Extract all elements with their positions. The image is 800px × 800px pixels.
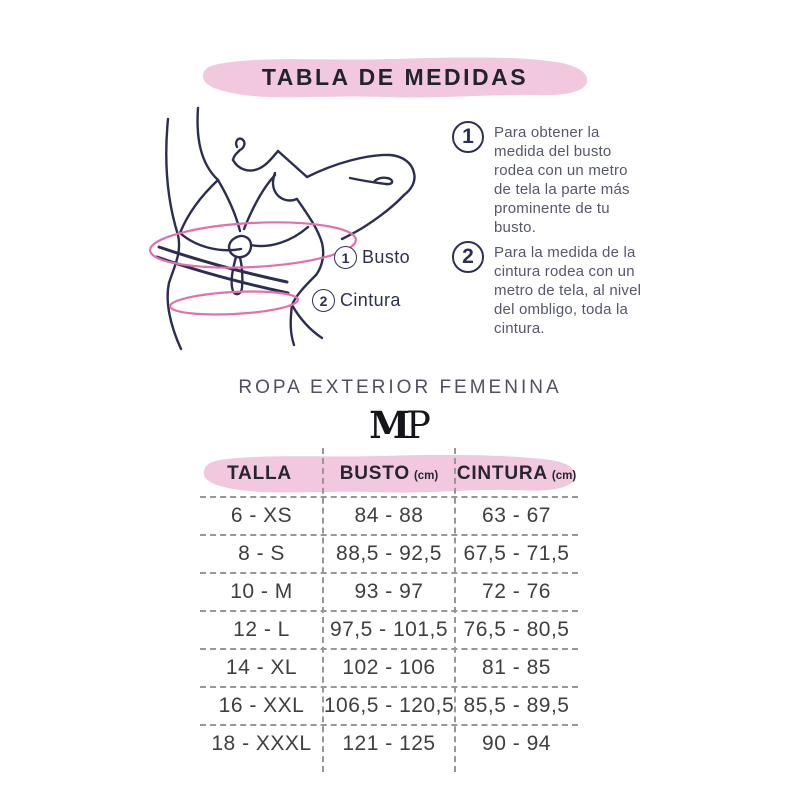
cell-cintura: 76,5 - 80,5 <box>463 618 570 641</box>
table-row: 6 - XS 84 - 88 63 - 67 <box>200 496 578 534</box>
busto-callout: 1 Busto <box>334 246 410 269</box>
cell-cintura: 63 - 67 <box>482 504 551 527</box>
cell-cintura: 81 - 85 <box>482 656 551 679</box>
table-row: 8 - S 88,5 - 92,5 67,5 - 71,5 <box>200 534 578 572</box>
busto-number-badge: 1 <box>334 246 357 269</box>
size-table: TALLA BUSTO (cm) CINTURA (cm) 6 - XS 84 - … <box>200 448 578 772</box>
cell-busto: 121 - 125 <box>342 732 436 755</box>
cell-talla: 14 - XL <box>225 656 298 679</box>
cintura-label: Cintura <box>340 290 401 310</box>
cintura-number-badge: 2 <box>312 289 335 312</box>
cell-busto: 84 - 88 <box>354 504 424 527</box>
step-2-text: Para la medida de la cintura rodea con u… <box>494 244 642 337</box>
measurement-figure-illustration <box>149 106 416 351</box>
table-body: 6 - XS 84 - 88 63 - 67 8 - S 88,5 - 92,5… <box>200 496 578 762</box>
column-divider-2 <box>454 448 456 772</box>
waist-measure-ring <box>168 290 300 316</box>
page-title: TABLA DE MEDIDAS <box>261 63 529 90</box>
cell-cintura: 85,5 - 89,5 <box>463 694 570 717</box>
cell-busto: 88,5 - 92,5 <box>336 542 442 565</box>
table-header: TALLA BUSTO (cm) CINTURA (cm) <box>200 452 578 496</box>
cell-talla: 16 - XXL <box>218 694 305 717</box>
header-cell-busto: BUSTO (cm) <box>323 452 455 496</box>
table-row: 16 - XXL 106,5 - 120,5 85,5 - 89,5 <box>200 686 578 724</box>
cell-talla: 10 - M <box>230 580 293 603</box>
cell-busto: 97,5 - 101,5 <box>329 618 449 641</box>
cell-cintura: 67,5 - 71,5 <box>463 542 570 565</box>
header-pink-blob <box>203 454 576 493</box>
cell-talla: 8 - S <box>238 542 285 565</box>
table-row: 12 - L 97,5 - 101,5 76,5 - 80,5 <box>200 610 578 648</box>
table-row: 18 - XXXL 121 - 125 90 - 94 <box>200 724 578 762</box>
busto-label: Busto <box>362 247 411 267</box>
logo-letter-m: M <box>369 403 411 447</box>
header-talla-label: TALLA <box>227 463 292 484</box>
header-busto-unit: (cm) <box>413 470 439 482</box>
cell-busto: 106,5 - 120,5 <box>323 694 455 717</box>
header-cell-talla: TALLA <box>200 452 323 496</box>
step-1-text: Para obtener la medida del busto rodea c… <box>494 124 630 236</box>
table-row: 10 - M 93 - 97 72 - 76 <box>200 572 578 610</box>
cell-cintura: 90 - 94 <box>482 732 551 755</box>
header-cintura-unit: (cm) <box>551 470 577 482</box>
logo-letter-p: P <box>406 404 431 447</box>
instruction-step-2: 2 Para la medida de la cintura rodea con… <box>452 241 652 338</box>
cell-busto: 93 - 97 <box>354 580 424 603</box>
title-banner: TABLA DE MEDIDAS <box>200 54 590 100</box>
header-busto-label: BUSTO <box>339 463 410 484</box>
cell-busto: 102 - 106 <box>342 656 436 679</box>
header-cintura-label: CINTURA <box>456 463 548 484</box>
cell-talla: 18 - XXXL <box>211 732 312 755</box>
step-2-number-badge: 2 <box>452 241 484 273</box>
cell-talla: 6 - XS <box>230 504 293 527</box>
column-divider-1 <box>322 448 324 772</box>
bust-measure-ring <box>149 221 357 269</box>
header-cell-cintura: CINTURA (cm) <box>455 452 578 496</box>
title-pink-blob <box>202 57 588 98</box>
header-row: TALLA BUSTO (cm) CINTURA (cm) <box>200 452 578 496</box>
table-row: 14 - XL 102 - 106 81 - 85 <box>200 648 578 686</box>
cell-talla: 12 - L <box>233 618 290 641</box>
cintura-callout: 2 Cintura <box>312 289 401 312</box>
instruction-step-1: 1 Para obtener la medida del busto rodea… <box>452 121 652 237</box>
step-1-number-badge: 1 <box>452 121 484 153</box>
cell-cintura: 72 - 76 <box>482 580 551 603</box>
brand-logo: MP <box>0 405 800 446</box>
section-title: ROPA EXTERIOR FEMENINA <box>238 377 562 398</box>
